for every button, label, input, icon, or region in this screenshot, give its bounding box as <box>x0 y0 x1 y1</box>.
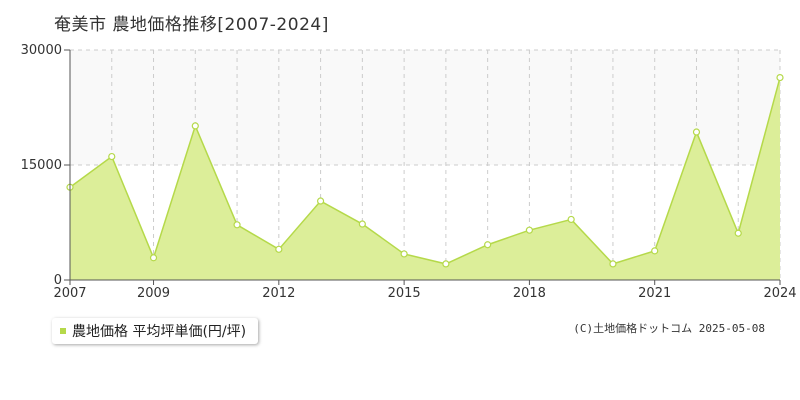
data-point <box>358 220 366 228</box>
x-tick-label: 2021 <box>638 286 671 301</box>
x-tick-label: 2015 <box>388 286 421 301</box>
data-point <box>108 152 116 161</box>
data-point <box>484 241 492 249</box>
data-point <box>191 122 199 130</box>
data-point <box>149 254 158 262</box>
y-tick-label: 30000 <box>21 43 62 58</box>
copyright-text: (C)土地価格ドットコム 2025-05-08 <box>573 322 765 335</box>
data-point <box>400 250 408 258</box>
plot-band <box>70 50 780 165</box>
series-area <box>70 77 780 280</box>
y-tick-label: 0 <box>54 273 62 288</box>
legend: 農地価格 平均坪単価(円/坪) <box>52 318 259 344</box>
data-point <box>609 260 617 268</box>
y-tick-label: 15000 <box>21 158 62 173</box>
data-point <box>525 226 534 234</box>
x-tick-label: 2018 <box>513 286 546 301</box>
data-point <box>692 128 701 136</box>
series-line <box>69 77 781 265</box>
x-tick-label: 2007 <box>53 286 86 301</box>
x-tick-label: 2009 <box>137 286 170 301</box>
data-point <box>776 73 784 82</box>
legend-label: 農地価格 平均坪単価(円/坪) <box>72 324 247 340</box>
legend-swatch <box>60 328 66 334</box>
x-tick-label: 2012 <box>262 286 295 301</box>
data-point <box>651 247 659 255</box>
x-tick-label: 2024 <box>763 286 796 301</box>
data-point <box>275 245 283 253</box>
data-point <box>442 260 450 268</box>
data-point <box>734 229 742 237</box>
data-point <box>233 221 241 229</box>
data-point <box>567 215 575 224</box>
data-point <box>316 197 325 205</box>
chart-title: 奄美市 農地価格推移[2007-2024] <box>54 15 329 35</box>
